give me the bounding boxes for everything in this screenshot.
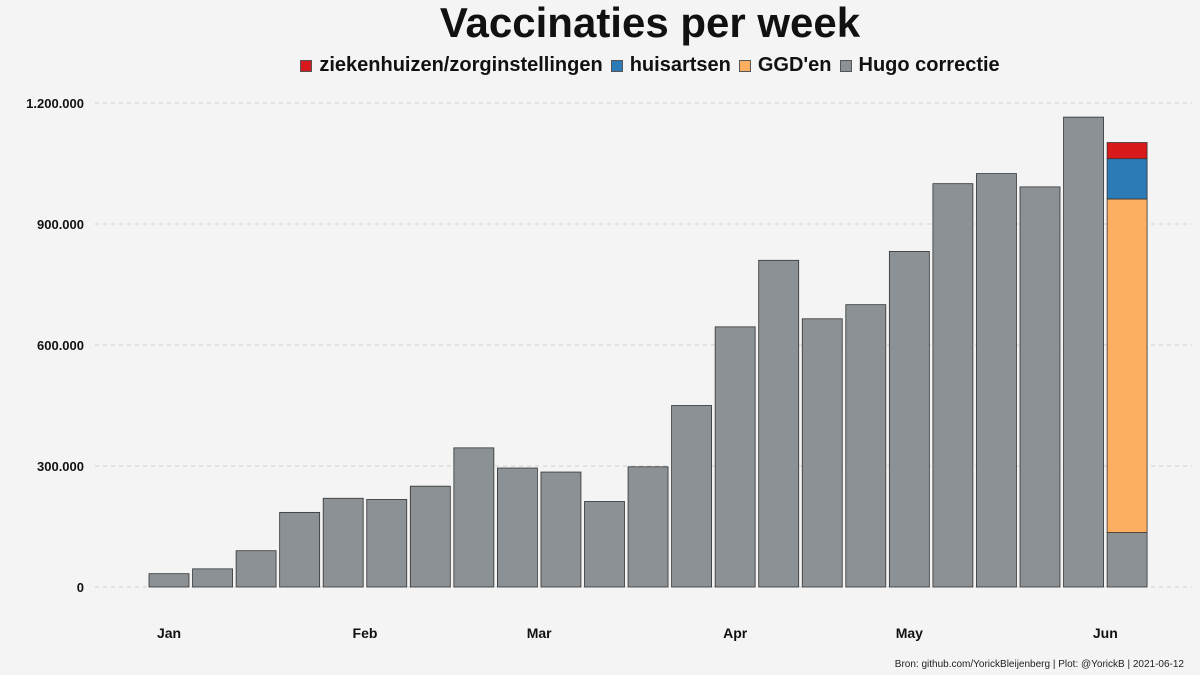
bar-segment bbox=[148, 573, 190, 588]
bar-segment bbox=[322, 497, 364, 588]
x-tick-label: Apr bbox=[723, 625, 748, 641]
bar-segment bbox=[714, 326, 756, 588]
bar-segment bbox=[671, 405, 712, 588]
legend-swatch-ggd bbox=[738, 59, 751, 72]
bar-segment bbox=[192, 568, 233, 588]
legend-item-hugo: Hugo correctie bbox=[839, 54, 1000, 77]
y-tick-label: 600.000 bbox=[37, 338, 84, 353]
bar-segment bbox=[976, 173, 1017, 588]
bar-segment bbox=[540, 471, 582, 588]
legend-item-ggd: GGD'en bbox=[738, 54, 832, 77]
bar-segment bbox=[1063, 116, 1104, 588]
bar-segment bbox=[279, 511, 321, 588]
x-tick-label: May bbox=[896, 625, 923, 641]
legend-item-ziekenhuizen: ziekenhuizen/zorginstellingen bbox=[300, 54, 603, 77]
legend-swatch-ziekenhuizen bbox=[300, 59, 313, 72]
bar-segment bbox=[1106, 532, 1148, 588]
legend-item-huisartsen: huisartsen bbox=[610, 54, 731, 77]
y-tick-label: 300.000 bbox=[37, 459, 84, 474]
y-tick-label: 1.200.000 bbox=[26, 96, 84, 111]
bar-segment bbox=[1019, 186, 1061, 588]
x-tick-label: Mar bbox=[527, 625, 552, 641]
bar-segment bbox=[1106, 158, 1148, 200]
legend-label-ggd: GGD'en bbox=[757, 54, 832, 76]
bar-segment bbox=[801, 318, 843, 588]
legend-swatch-huisartsen bbox=[610, 59, 623, 72]
chart-title: Vaccinaties per week bbox=[439, 0, 861, 46]
bar-segment bbox=[845, 304, 887, 588]
source-caption: Bron: github.com/YorickBleijenberg | Plo… bbox=[894, 659, 1184, 670]
bar-segment bbox=[627, 466, 669, 588]
x-tick-label: Jan bbox=[157, 625, 181, 641]
y-tick-label: 900.000 bbox=[37, 217, 84, 232]
x-tick-label: Jun bbox=[1093, 625, 1118, 641]
legend-label-ziekenhuizen: ziekenhuizen/zorginstellingen bbox=[319, 54, 603, 76]
bar-segment bbox=[888, 251, 930, 588]
bar-segment bbox=[584, 501, 625, 588]
bar-segment bbox=[932, 183, 974, 588]
y-tick-label: 0 bbox=[77, 580, 84, 595]
legend-label-hugo: Hugo correctie bbox=[858, 54, 1000, 76]
bar-segment bbox=[235, 550, 277, 588]
legend-label-huisartsen: huisartsen bbox=[629, 54, 731, 76]
bar-segment bbox=[453, 447, 495, 588]
bar-segment bbox=[1106, 142, 1148, 160]
bar-segment bbox=[758, 259, 800, 588]
bar-segment bbox=[496, 467, 538, 588]
x-tick-label: Feb bbox=[353, 625, 378, 641]
bar-segment bbox=[409, 485, 451, 588]
bar-segment bbox=[1106, 198, 1148, 533]
legend-swatch-hugo bbox=[839, 59, 852, 72]
legend: ziekenhuizen/zorginstellingen huisartsen… bbox=[0, 54, 1200, 77]
bar-segment bbox=[366, 499, 408, 588]
